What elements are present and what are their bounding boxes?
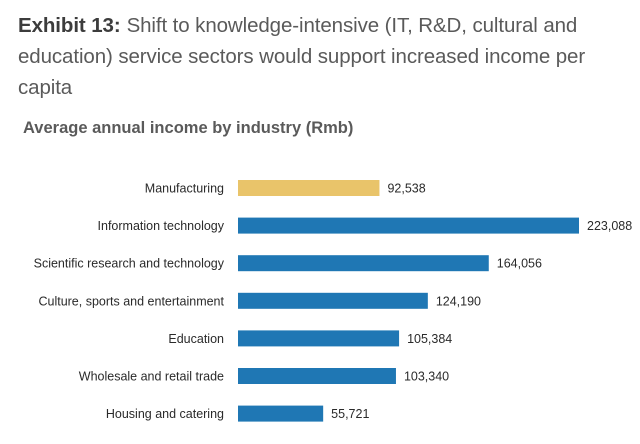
category-label-culture-sports-and-entertainment: Culture, sports and entertainment: [38, 294, 224, 308]
bar-manufacturing: [238, 180, 380, 196]
bar-information-technology: [238, 217, 579, 234]
exhibit-text: Shift to knowledge-intensive (IT, R&D, c…: [18, 14, 586, 99]
category-label-education: Education: [168, 332, 224, 346]
value-label-housing-and-catering: 55,721: [331, 407, 369, 421]
bar-scientific-research-and-technology: [238, 255, 489, 272]
value-label-information-technology: 223,088: [587, 219, 632, 233]
bar-culture-sports-and-entertainment: [238, 292, 428, 309]
chart-title: Average annual income by industry (Rmb): [23, 119, 354, 137]
bar-wholesale-and-retail-trade: [238, 368, 396, 384]
exhibit-heading: Exhibit 13: Shift to knowledge-intensive …: [18, 10, 630, 103]
category-label-wholesale-and-retail-trade: Wholesale and retail trade: [79, 370, 224, 384]
bar-housing-and-catering: [238, 405, 324, 422]
category-label-information-technology: Information technology: [98, 219, 225, 233]
value-label-scientific-research-and-technology: 164,056: [497, 257, 542, 271]
bar-chart: Manufacturing 92,538 Information technolog…: [34, 180, 632, 422]
value-label-wholesale-and-retail-trade: 103,340: [404, 370, 449, 384]
exhibit-label: Exhibit 13:: [18, 14, 121, 37]
value-label-culture-sports-and-entertainment: 124,190: [436, 294, 481, 308]
bar-education: [238, 330, 400, 347]
category-label-housing-and-catering: Housing and catering: [106, 407, 224, 421]
category-label-manufacturing: Manufacturing: [145, 182, 224, 196]
category-label-scientific-research-and-technology: Scientific research and technology: [34, 257, 225, 271]
value-label-education: 105,384: [407, 332, 452, 346]
value-label-manufacturing: 92,538: [387, 182, 425, 196]
